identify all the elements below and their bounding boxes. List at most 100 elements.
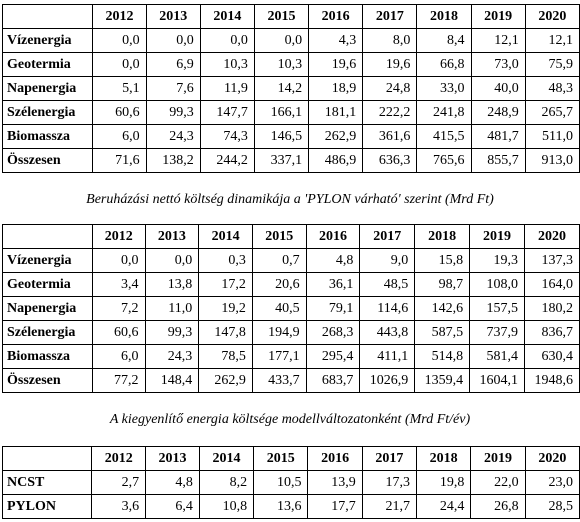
value-cell: 265,7 xyxy=(524,100,580,125)
row-label: Szélenergia xyxy=(2,320,93,345)
value-cell: 8,2 xyxy=(198,470,255,495)
value-cell: 337,1 xyxy=(253,148,310,173)
value-cell: 836,7 xyxy=(524,320,580,345)
table-row: Összesen 71,6 138,2 244,2 337,1 486,9 636,3 765… xyxy=(1,148,580,173)
value-cell: 10,3 xyxy=(253,52,310,77)
value-cell: 73,0 xyxy=(470,52,526,77)
value-cell: 0,0 xyxy=(253,28,310,53)
value-cell: 98,7 xyxy=(414,272,471,297)
value-cell: 11,9 xyxy=(199,76,255,101)
row-label: Biomassza xyxy=(1,124,94,149)
value-cell: 244,2 xyxy=(199,148,255,173)
value-cell: 4,8 xyxy=(145,470,200,495)
value-cell: 443,8 xyxy=(359,320,416,345)
value-cell: 1359,4 xyxy=(414,368,471,393)
value-cell: 913,0 xyxy=(524,148,580,173)
value-cell: 137,3 xyxy=(524,248,580,273)
value-cell: 24,3 xyxy=(145,124,201,149)
table-row: Biomassza 6,0 24,3 74,3 146,5 262,9 361,6 415,5… xyxy=(1,124,580,149)
table-row: Szélenergia 60,6 99,3 147,8 194,9 268,3 443,8 5… xyxy=(2,320,580,345)
value-cell: 10,5 xyxy=(253,470,309,495)
year-header: 2014 xyxy=(198,224,253,249)
value-cell: 28,5 xyxy=(524,494,580,519)
value-cell: 60,6 xyxy=(92,100,147,125)
year-header: 2016 xyxy=(305,224,361,249)
value-cell: 4,3 xyxy=(308,28,364,53)
row-label: Vízenergia xyxy=(1,28,94,53)
value-cell: 0,3 xyxy=(198,248,253,273)
value-cell: 40,0 xyxy=(470,76,526,101)
value-cell: 79,1 xyxy=(305,296,361,321)
caption-investment-net-cost: Beruházási nettó költség dinamikája a 'P… xyxy=(86,192,494,207)
year-header: 2019 xyxy=(470,4,526,29)
row-label: Összesen xyxy=(2,368,93,393)
year-header: 2020 xyxy=(524,224,580,249)
value-cell: 6,0 xyxy=(92,344,146,369)
row-label: Geotermia xyxy=(1,52,94,77)
value-cell: 1604,1 xyxy=(469,368,525,393)
value-cell: 3,4 xyxy=(92,272,146,297)
table-row: Napenergia 5,1 7,6 11,9 14,2 18,9 24,8 33,0 40,0… xyxy=(1,76,580,101)
value-cell: 514,8 xyxy=(414,344,471,369)
value-cell: 268,3 xyxy=(305,320,361,345)
header-row: 2012 2013 2014 2015 2016 2017 2018 2019 2020 xyxy=(1,446,580,471)
value-cell: 138,2 xyxy=(145,148,201,173)
value-cell: 181,1 xyxy=(308,100,364,125)
value-cell: 1026,9 xyxy=(359,368,416,393)
value-cell: 36,1 xyxy=(305,272,361,297)
value-cell: 0,0 xyxy=(145,28,201,53)
year-header: 2016 xyxy=(308,4,364,29)
value-cell: 486,9 xyxy=(308,148,364,173)
value-cell: 146,5 xyxy=(253,124,310,149)
row-label: PYLON xyxy=(1,494,93,519)
value-cell: 19,3 xyxy=(469,248,525,273)
year-header: 2013 xyxy=(144,224,200,249)
value-cell: 48,3 xyxy=(524,76,580,101)
value-cell: 24,3 xyxy=(144,344,200,369)
value-cell: 587,5 xyxy=(414,320,471,345)
value-cell: 361,6 xyxy=(362,124,418,149)
value-cell: 15,8 xyxy=(414,248,471,273)
year-header: 2013 xyxy=(145,446,200,471)
year-header: 2018 xyxy=(416,446,472,471)
value-cell: 26,8 xyxy=(470,494,526,519)
value-cell: 10,8 xyxy=(198,494,255,519)
value-cell: 78,5 xyxy=(198,344,253,369)
value-cell: 511,0 xyxy=(524,124,580,149)
table-investment-net-cost: 2012 2013 2014 2015 2016 2017 2018 2019 2020 Víze… xyxy=(2,224,580,393)
value-cell: 180,2 xyxy=(524,296,580,321)
table-row: Vízenergia 0,0 0,0 0,3 0,7 4,8 9,0 15,8 19,3 137,… xyxy=(2,248,580,273)
value-cell: 177,1 xyxy=(251,344,307,369)
value-cell: 1948,6 xyxy=(524,368,580,393)
value-cell: 295,4 xyxy=(305,344,361,369)
value-cell: 0,7 xyxy=(251,248,307,273)
value-cell: 99,3 xyxy=(145,100,201,125)
value-cell: 147,7 xyxy=(199,100,255,125)
row-label: Napenergia xyxy=(1,76,94,101)
value-cell: 262,9 xyxy=(308,124,364,149)
value-cell: 48,5 xyxy=(359,272,416,297)
value-cell: 71,6 xyxy=(92,148,147,173)
value-cell: 262,9 xyxy=(198,368,253,393)
value-cell: 0,0 xyxy=(92,28,147,53)
value-cell: 0,0 xyxy=(144,248,200,273)
corner-cell xyxy=(1,4,94,29)
value-cell: 11,0 xyxy=(144,296,200,321)
value-cell: 581,4 xyxy=(469,344,525,369)
value-cell: 77,2 xyxy=(92,368,146,393)
year-header: 2020 xyxy=(524,4,580,29)
table-row: Vízenergia 0,0 0,0 0,0 0,0 4,3 8,0 8,4 12,1 12,1 xyxy=(1,28,580,53)
value-cell: 6,9 xyxy=(145,52,201,77)
value-cell: 0,0 xyxy=(92,52,147,77)
value-cell: 33,0 xyxy=(416,76,472,101)
year-header: 2013 xyxy=(145,4,201,29)
value-cell: 0,0 xyxy=(92,248,146,273)
value-cell: 0,0 xyxy=(199,28,255,53)
value-cell: 481,7 xyxy=(470,124,526,149)
year-header: 2014 xyxy=(198,446,255,471)
year-header: 2018 xyxy=(414,224,471,249)
value-cell: 108,0 xyxy=(469,272,525,297)
corner-cell xyxy=(1,446,93,471)
corner-cell xyxy=(2,224,93,249)
year-header: 2017 xyxy=(361,446,418,471)
